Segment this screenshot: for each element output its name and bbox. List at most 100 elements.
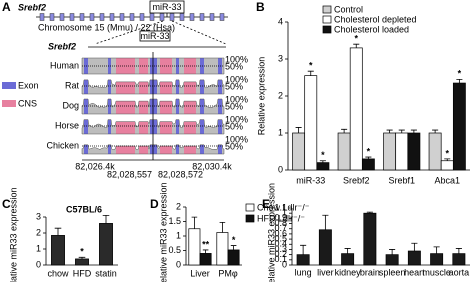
x-tick-label: liver — [317, 267, 334, 277]
cns-region — [160, 99, 172, 114]
coordinate-label: 82,030.4k — [192, 161, 232, 171]
y-axis-label: Relative expression — [256, 57, 266, 136]
bar — [227, 249, 240, 266]
y-tick-label: 1 — [282, 208, 287, 218]
error-bar — [389, 249, 396, 255]
y-tick-label: 1 — [176, 230, 181, 240]
x-tick-label: statin — [95, 268, 117, 278]
track-outline — [81, 144, 225, 155]
zoom-gene-name: Srebf2 — [48, 41, 76, 51]
bar — [407, 132, 421, 171]
y-tick-label: 0 — [176, 259, 181, 269]
exon — [39, 13, 45, 21]
error-bar — [411, 242, 418, 252]
species-label: Chicken — [46, 140, 79, 150]
bar — [363, 212, 377, 266]
exon — [169, 13, 175, 21]
panel-label: E — [262, 197, 270, 211]
error-bar — [319, 160, 326, 163]
coordinate-label: 82,028,572 — [158, 169, 203, 179]
significance-marker: ** — [202, 239, 210, 249]
exon-region — [108, 58, 111, 74]
error-bar — [78, 256, 86, 259]
cns-region — [184, 99, 196, 114]
error-bar — [191, 216, 198, 229]
species-label: Dog — [62, 100, 79, 110]
x-tick-label: Srebf2 — [343, 175, 370, 185]
scale-label: 100% — [225, 134, 248, 144]
exon-region — [218, 144, 222, 154]
gene-name: Srebf2 — [18, 2, 46, 12]
exon-region — [84, 99, 88, 114]
y-tick-label: 4 — [278, 16, 283, 26]
y-tick-label: 0.3 — [274, 244, 287, 254]
x-tick-label: muscle — [422, 267, 451, 277]
significance-marker: * — [309, 61, 313, 71]
bar — [199, 253, 212, 266]
y-tick-label: 0.5 — [168, 245, 181, 255]
y-tick-label: 0 — [36, 259, 41, 269]
exon-region — [176, 79, 179, 94]
panel-label: B — [256, 0, 265, 14]
x-tick-label: chow — [47, 268, 69, 278]
cns-region — [116, 119, 135, 134]
exon — [119, 13, 125, 21]
exon — [99, 13, 105, 21]
x-tick-label: Srebf1 — [388, 175, 415, 185]
cns-region — [116, 144, 135, 154]
legend-swatch — [245, 214, 255, 223]
legend-label: Control — [334, 4, 363, 14]
coordinate-label: 82,028,557 — [107, 169, 152, 179]
bar — [407, 250, 421, 266]
significance-marker: * — [445, 148, 449, 158]
cns-region — [184, 144, 196, 154]
error-bar — [386, 129, 393, 133]
exon — [49, 13, 55, 21]
panel-label: A — [2, 0, 11, 14]
y-tick-label: 1.1 — [274, 202, 287, 212]
exon-region — [176, 99, 179, 114]
coordinate-label: 82,026.4k — [75, 161, 115, 171]
y-tick-label: 1 — [278, 127, 283, 137]
y-tick-label: 0 — [282, 259, 287, 269]
legend-label: Cholesterol loaded — [334, 24, 409, 34]
x-tick-label: HFD — [73, 268, 92, 278]
zoom-mirna-name: miR-33 — [140, 31, 169, 41]
cns-region — [139, 79, 148, 94]
significance-marker: * — [458, 69, 462, 79]
error-bar — [322, 214, 329, 230]
exon-region — [200, 144, 204, 154]
y-tick-label: 0.9 — [274, 213, 287, 223]
legend-swatch — [322, 15, 332, 24]
exon-region — [84, 119, 88, 134]
error-bar — [307, 70, 314, 76]
bar — [292, 132, 306, 171]
x-tick-label: heart — [404, 267, 425, 277]
bar — [430, 253, 444, 266]
zoom-guide — [171, 20, 227, 45]
scale-label: 50% — [225, 81, 243, 91]
error-bar — [365, 156, 372, 159]
legend-swatch — [322, 5, 332, 14]
species-label: Rat — [65, 80, 80, 90]
scale-label: 100% — [225, 114, 248, 124]
exon-region — [200, 99, 204, 114]
exon-region — [176, 58, 179, 74]
error-bar — [54, 227, 62, 236]
exon — [159, 13, 165, 21]
error-bar — [295, 127, 302, 133]
error-bar — [410, 129, 417, 133]
track-outline — [81, 57, 225, 75]
scale-label: 100% — [225, 54, 248, 64]
y-tick-label: 2 — [278, 90, 283, 100]
exon-region — [218, 119, 222, 134]
y-tick-label: 0.4 — [274, 239, 287, 249]
exon — [219, 13, 225, 21]
scale-label: 100% — [225, 94, 248, 104]
y-axis-label: Relative miR33 expression — [8, 187, 18, 282]
exon-region — [108, 79, 111, 94]
bar — [304, 75, 318, 171]
significance-marker: * — [354, 34, 358, 44]
legend-label: HFD Ldlr⁻/⁻ — [257, 213, 305, 223]
bar — [51, 235, 65, 266]
